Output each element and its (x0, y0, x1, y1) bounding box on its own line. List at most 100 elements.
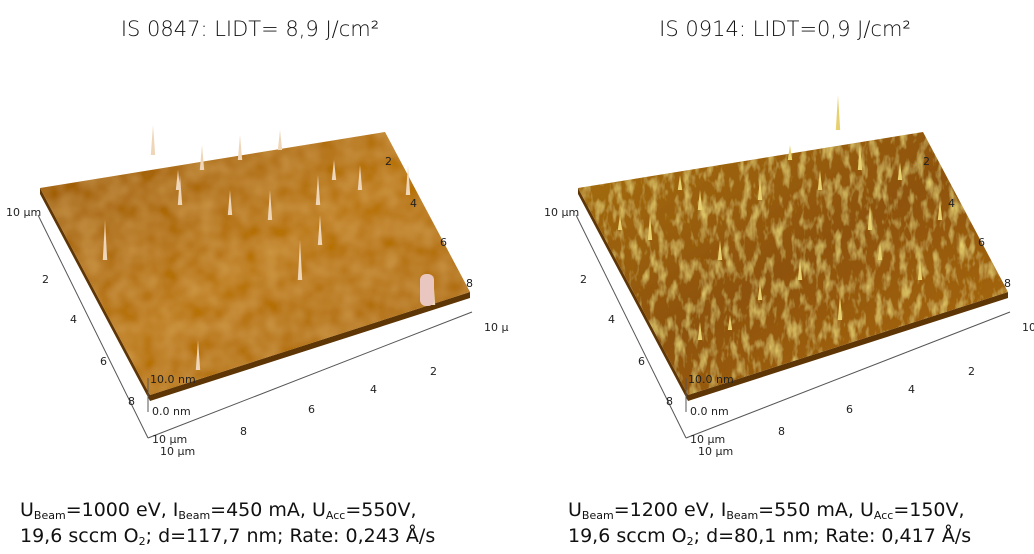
caption-text: ; d=80,1 nm; Rate: 0,417 Å/s (693, 525, 972, 547)
surface-spike (787, 145, 793, 160)
caption: UBeam=1000 eV, IBeam=450 mA, UAcc=550V, 1… (20, 500, 435, 552)
caption-line: UBeam=1000 eV, IBeam=450 mA, UAcc=550V, (20, 500, 435, 526)
axis-label-front: 8 (778, 425, 785, 438)
surface-spike (267, 190, 273, 220)
axis-label-z: 0.0 nm (152, 405, 191, 418)
surface-spike (867, 205, 873, 230)
axis-label-right: 6 (978, 236, 985, 249)
caption-text: =150V, (893, 499, 965, 521)
caption-line: UBeam=1200 eV, IBeam=550 mA, UAcc=150V, (568, 500, 971, 526)
axis-label-left: 6 (638, 355, 645, 368)
surface-spike (195, 340, 201, 370)
caption-text: =1000 eV, I (65, 499, 179, 521)
surface-spike (150, 125, 156, 155)
surface-spike (357, 165, 363, 190)
axis-label-left: 10 µm (690, 433, 725, 446)
subscript: 2 (138, 535, 146, 548)
axis-label-front: 2 (430, 365, 437, 378)
surface-spike (315, 175, 321, 205)
axis-label-right: 2 (923, 155, 930, 168)
surface-spike (877, 242, 883, 260)
axis-label-right: 8 (466, 277, 473, 290)
surface (40, 132, 470, 395)
surface-spike (331, 160, 337, 180)
axis-label-right: 4 (948, 197, 955, 210)
caption-text: =450 mA, U (210, 499, 326, 521)
surface-spike (857, 145, 863, 170)
subscript: Beam (33, 509, 66, 522)
surface-spike (237, 135, 243, 160)
surface-spike (797, 258, 803, 280)
surface-spike (199, 145, 205, 170)
caption-text: =550 mA, U (758, 499, 874, 521)
surface-spike (227, 190, 233, 215)
subscript: Beam (726, 509, 759, 522)
surface-spike (717, 240, 723, 260)
axis-label-front: 2 (968, 365, 975, 378)
subscript: Beam (581, 509, 614, 522)
axis-label-right: 2 (385, 155, 392, 168)
axis-label-right: 8 (1004, 277, 1011, 290)
axis-label-left: 8 (666, 395, 673, 408)
surface-spike (757, 282, 763, 300)
axis-label-z: 10.0 nm (150, 373, 196, 386)
caption: UBeam=1200 eV, IBeam=550 mA, UAcc=150V, 1… (568, 500, 971, 552)
axis-label-left: 2 (42, 273, 49, 286)
surface-spike (297, 240, 303, 280)
surface-spike (317, 215, 323, 245)
axis-label-right: 10 µ (484, 321, 509, 334)
surface (578, 132, 1008, 395)
surface-spike (277, 130, 283, 150)
axis-line (37, 214, 149, 439)
surface-spike (817, 170, 823, 190)
axis-label-front: 10 µm (160, 445, 195, 458)
axis-label-front: 6 (308, 403, 315, 416)
axis-label-right: 6 (440, 236, 447, 249)
axis-label-left: 10 µm (6, 206, 41, 219)
caption-line: 19,6 sccm O2; d=117,7 nm; Rate: 0,243 Å/… (20, 526, 435, 552)
axis-line (147, 311, 473, 439)
surface-spike (917, 260, 923, 280)
surface-spike (617, 215, 623, 230)
caption-line: 19,6 sccm O2; d=80,1 nm; Rate: 0,417 Å/s (568, 526, 971, 552)
caption-text: 19,6 sccm O (568, 525, 687, 547)
axis-label-front: 4 (370, 383, 377, 396)
surface-spike (647, 215, 653, 240)
axis-label-left: 2 (580, 273, 587, 286)
surface-spike (677, 175, 683, 190)
axis-line (685, 311, 1011, 439)
axis-label-right: 10 (1022, 321, 1034, 334)
axis-label-z: 10.0 nm (688, 373, 734, 386)
axis-label-left: 10 µm (152, 433, 187, 446)
axis-label-left: 8 (128, 395, 135, 408)
surface-spike (937, 200, 943, 220)
surface-spike (175, 170, 181, 190)
panel-title: IS 0847: LIDT= 8,9 J/cm² (121, 17, 379, 41)
axis-label-front: 8 (240, 425, 247, 438)
axis-label-right: 4 (410, 197, 417, 210)
subscript: 2 (686, 535, 694, 548)
surface-spike (697, 322, 703, 340)
axis-label-left: 4 (608, 313, 615, 326)
surface-spike (757, 178, 763, 200)
caption-text: =550V, (345, 499, 417, 521)
axis-label-front: 6 (846, 403, 853, 416)
axis-label-z: 0.0 nm (690, 405, 729, 418)
surface-spike (897, 162, 903, 180)
caption-text: =1200 eV, I (613, 499, 727, 521)
subscript: Acc (325, 509, 346, 522)
subscript: Acc (873, 509, 894, 522)
surface-bump (420, 274, 434, 306)
axis-label-left: 4 (70, 313, 77, 326)
panel-title: IS 0914: LIDT=0,9 J/cm² (659, 17, 911, 41)
caption-text: ; d=117,7 nm; Rate: 0,243 Å/s (145, 525, 436, 547)
caption-text: U (20, 499, 34, 521)
axis-label-left: 6 (100, 355, 107, 368)
axis-label-left: 10 µm (544, 206, 579, 219)
axis-line (575, 214, 687, 439)
surface-spike (835, 95, 841, 130)
